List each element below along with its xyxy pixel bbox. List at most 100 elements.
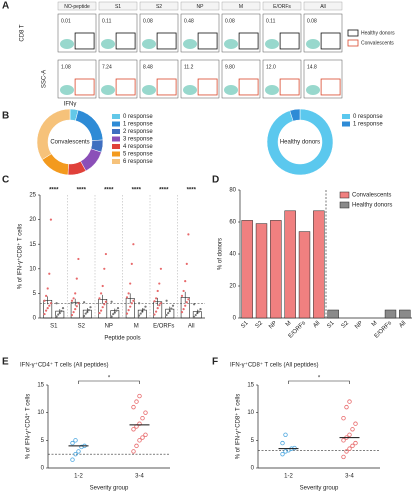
legend-label: 2 response — [123, 129, 153, 135]
data-point — [187, 233, 190, 236]
data-point — [341, 454, 346, 460]
data-point — [55, 315, 58, 318]
bar — [327, 309, 339, 319]
data-point — [140, 416, 145, 421]
data-point — [45, 294, 48, 297]
data-point — [280, 451, 285, 457]
data-point — [185, 301, 188, 304]
data-point — [350, 443, 355, 449]
significance: **** — [77, 188, 87, 194]
cell-cloud — [142, 39, 156, 49]
legend-label: Convalescents — [352, 193, 391, 199]
legend-swatch — [112, 151, 120, 157]
cell-cloud — [306, 85, 320, 95]
x-tick-label: NP — [354, 320, 364, 330]
data-point — [156, 289, 159, 293]
cell-cloud — [183, 85, 197, 95]
data-point — [347, 446, 352, 451]
data-point — [144, 305, 147, 308]
y-tick-label: 0 — [33, 316, 37, 322]
data-point — [70, 440, 75, 446]
gate — [115, 78, 136, 96]
significance: **** — [104, 188, 114, 194]
legend-swatch — [112, 121, 120, 127]
data-point — [83, 301, 86, 304]
data-point — [170, 307, 173, 310]
legend-swatch — [112, 136, 120, 142]
cell-cloud — [183, 39, 197, 49]
data-point — [344, 404, 349, 410]
data-point — [104, 300, 107, 303]
donut-slice — [36, 108, 71, 161]
gate-value: 0.11 — [102, 18, 112, 24]
cell-cloud — [60, 85, 74, 95]
cell-cloud — [101, 85, 115, 95]
data-point — [98, 311, 101, 315]
gate — [320, 78, 341, 96]
y-tick-label: 15 — [247, 383, 254, 389]
data-point — [184, 304, 187, 307]
bar — [255, 223, 268, 319]
data-point — [134, 443, 139, 449]
legend-swatch — [339, 201, 350, 209]
chart-title: IFN-γ⁺CD8⁺ T cells (All peptides) — [230, 362, 318, 369]
y-tick-label: 0 — [251, 466, 255, 472]
x-tick-label: NP — [268, 320, 278, 330]
data-point — [115, 309, 118, 312]
y-axis-label: % of IFN-γ⁺CD8⁺ T cells — [17, 224, 24, 289]
data-point — [101, 284, 104, 288]
data-point — [138, 302, 141, 305]
data-point — [129, 282, 132, 285]
data-point — [153, 313, 156, 316]
legend-label: Convalescents — [361, 40, 394, 46]
data-point — [353, 440, 358, 446]
gate — [197, 32, 218, 50]
gate — [238, 32, 259, 50]
data-point — [142, 308, 145, 311]
data-point — [100, 309, 103, 312]
data-point — [131, 404, 136, 410]
data-point — [184, 280, 187, 283]
data-point — [347, 432, 352, 437]
x-tick-label: S2 — [255, 320, 265, 330]
y-tick-label: 5 — [41, 438, 45, 444]
data-point — [159, 302, 162, 305]
y-axis-label: % of IFN-γ⁺CD4⁺ T cells — [25, 394, 32, 459]
x-tick-label: S1 — [240, 320, 250, 330]
data-point — [73, 451, 78, 457]
gate — [279, 32, 300, 50]
significance: **** — [132, 188, 142, 194]
data-point — [87, 309, 90, 312]
y-tick-label: 20 — [29, 217, 36, 223]
y-tick-label: 40 — [229, 252, 236, 258]
data-point — [158, 304, 161, 307]
x-tick-label: 3-4 — [345, 474, 354, 480]
gate — [156, 32, 177, 50]
data-point — [155, 297, 158, 300]
data-point — [100, 292, 103, 295]
x-tick-label: All — [398, 320, 407, 329]
gate — [74, 78, 95, 96]
legend-swatch — [112, 114, 120, 119]
x-tick-label: All — [312, 320, 321, 329]
data-point — [167, 311, 170, 315]
bar — [270, 220, 282, 319]
data-point — [292, 445, 297, 451]
cell-cloud — [101, 39, 115, 49]
data-point — [137, 438, 142, 443]
x-tick-label: S1 — [50, 324, 58, 330]
data-point — [98, 297, 101, 300]
gate — [115, 32, 136, 50]
data-point — [283, 432, 288, 437]
row-label: SSC-A — [42, 70, 48, 88]
data-point — [104, 252, 107, 256]
significance-bracket — [78, 380, 140, 384]
x-tick-label: NP — [105, 324, 113, 330]
data-point — [49, 218, 53, 221]
x-tick-label: All — [188, 324, 195, 330]
data-point — [70, 313, 74, 317]
data-point — [76, 449, 81, 454]
gate-value: 9.80 — [225, 64, 235, 70]
data-point — [138, 314, 141, 317]
data-point — [153, 300, 156, 303]
